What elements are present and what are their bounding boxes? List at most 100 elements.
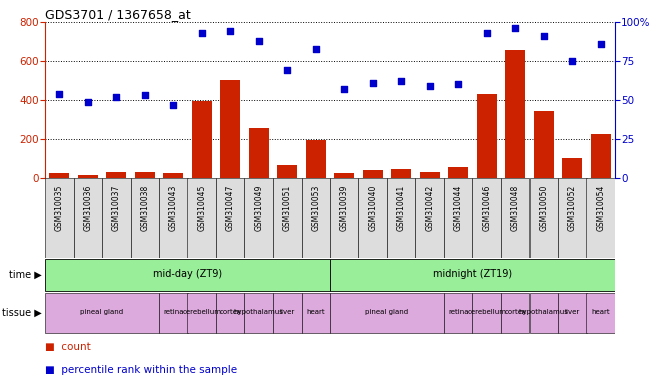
- Bar: [330, 259, 615, 291]
- Text: GSM310046: GSM310046: [482, 184, 491, 231]
- Bar: [363, 170, 383, 178]
- Text: tissue ▶: tissue ▶: [2, 308, 42, 318]
- Bar: [330, 178, 358, 258]
- Point: [510, 25, 521, 31]
- Bar: [277, 166, 297, 178]
- Text: ■  percentile rank within the sample: ■ percentile rank within the sample: [45, 365, 237, 375]
- Point: [396, 78, 407, 84]
- Bar: [506, 50, 525, 178]
- Point: [310, 45, 321, 51]
- Text: cerebellum: cerebellum: [182, 309, 221, 315]
- Point: [54, 91, 65, 97]
- Bar: [501, 293, 529, 333]
- Bar: [102, 178, 131, 258]
- Text: cerebellum: cerebellum: [467, 309, 506, 315]
- Text: liver: liver: [280, 309, 295, 315]
- Text: GSM310052: GSM310052: [568, 184, 577, 231]
- Point: [225, 28, 236, 35]
- Point: [481, 30, 492, 36]
- Text: retina: retina: [448, 309, 469, 315]
- Bar: [106, 172, 126, 178]
- Text: GSM310051: GSM310051: [282, 184, 292, 231]
- Bar: [50, 172, 69, 178]
- Bar: [391, 169, 411, 178]
- Bar: [163, 172, 183, 178]
- Text: mid-day (ZT9): mid-day (ZT9): [153, 269, 222, 279]
- Text: GSM310050: GSM310050: [539, 184, 548, 231]
- Bar: [273, 293, 302, 333]
- Bar: [558, 293, 587, 333]
- Bar: [448, 167, 468, 178]
- Bar: [216, 293, 244, 333]
- Text: GSM310038: GSM310038: [140, 184, 149, 231]
- Bar: [302, 293, 330, 333]
- Text: GSM310039: GSM310039: [340, 184, 348, 231]
- Text: liver: liver: [564, 309, 580, 315]
- Text: ■  count: ■ count: [45, 342, 91, 352]
- Text: cortex: cortex: [219, 309, 242, 315]
- Text: hypothalamus: hypothalamus: [234, 309, 284, 315]
- Text: GSM310042: GSM310042: [425, 184, 434, 231]
- Text: hypothalamus: hypothalamus: [519, 309, 569, 315]
- Point: [253, 38, 264, 44]
- Point: [453, 81, 463, 88]
- Bar: [562, 157, 582, 178]
- Point: [139, 92, 150, 98]
- Text: GSM310036: GSM310036: [83, 184, 92, 231]
- Bar: [159, 293, 187, 333]
- Text: GDS3701 / 1367658_at: GDS3701 / 1367658_at: [45, 8, 191, 21]
- Bar: [587, 293, 615, 333]
- Bar: [534, 111, 554, 178]
- Point: [424, 83, 435, 89]
- Point: [168, 102, 178, 108]
- Bar: [220, 79, 240, 178]
- Text: GSM310047: GSM310047: [226, 184, 235, 231]
- Bar: [244, 178, 273, 258]
- Bar: [358, 178, 387, 258]
- Bar: [330, 293, 444, 333]
- Bar: [473, 293, 501, 333]
- Text: cortex: cortex: [504, 309, 526, 315]
- Bar: [529, 178, 558, 258]
- Bar: [187, 178, 216, 258]
- Bar: [529, 293, 558, 333]
- Bar: [249, 128, 269, 178]
- Text: retina: retina: [163, 309, 183, 315]
- Text: GSM310035: GSM310035: [55, 184, 64, 231]
- Bar: [45, 178, 73, 258]
- Text: time ▶: time ▶: [9, 270, 42, 280]
- Bar: [558, 178, 587, 258]
- Point: [82, 98, 93, 104]
- Text: GSM310053: GSM310053: [312, 184, 320, 231]
- Bar: [306, 140, 326, 178]
- Text: heart: heart: [591, 309, 610, 315]
- Bar: [244, 293, 273, 333]
- Bar: [73, 178, 102, 258]
- Bar: [273, 178, 302, 258]
- Bar: [444, 293, 473, 333]
- Bar: [591, 134, 611, 178]
- Bar: [334, 173, 354, 178]
- Point: [539, 33, 549, 39]
- Bar: [187, 293, 216, 333]
- Text: GSM310043: GSM310043: [169, 184, 178, 231]
- Bar: [135, 172, 154, 178]
- Bar: [216, 178, 244, 258]
- Point: [197, 30, 207, 36]
- Point: [368, 80, 378, 86]
- Bar: [78, 175, 98, 178]
- Bar: [420, 172, 440, 178]
- Text: GSM310037: GSM310037: [112, 184, 121, 231]
- Bar: [192, 101, 212, 178]
- Point: [567, 58, 578, 64]
- Bar: [45, 259, 330, 291]
- Text: GSM310048: GSM310048: [511, 184, 520, 231]
- Bar: [473, 178, 501, 258]
- Text: GSM310054: GSM310054: [596, 184, 605, 231]
- Bar: [159, 178, 187, 258]
- Text: GSM310044: GSM310044: [453, 184, 463, 231]
- Text: pineal gland: pineal gland: [366, 309, 409, 315]
- Text: midnight (ZT19): midnight (ZT19): [433, 269, 512, 279]
- Text: GSM310045: GSM310045: [197, 184, 206, 231]
- Bar: [501, 178, 529, 258]
